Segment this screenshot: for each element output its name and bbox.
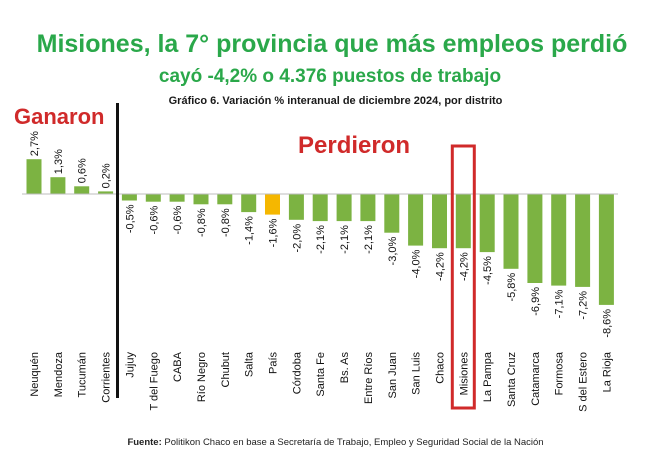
bar-bs-as xyxy=(336,194,352,222)
value-label-chubut: -0,8% xyxy=(220,208,232,237)
category-label-tucuman: Tucumán xyxy=(77,352,89,397)
value-label-mendoza: 1,3% xyxy=(53,149,65,174)
bar-la-pampa xyxy=(479,194,495,253)
value-label-san-luis: -4,0% xyxy=(411,249,423,278)
category-label-mendoza: Mendoza xyxy=(53,351,65,397)
category-label-bs-as: Bs. As xyxy=(339,352,351,384)
value-label-jujuy: -0,5% xyxy=(124,204,136,233)
bar-catamarca xyxy=(527,194,543,283)
category-label-jujuy: Jujuy xyxy=(124,352,136,378)
category-label-santa-cruz: Santa Cruz xyxy=(506,352,518,407)
value-label-santa-fe: -2,1% xyxy=(315,225,327,254)
value-label-t-del-fuego: -0,6% xyxy=(148,205,160,234)
category-label-t-del-fuego: T del Fuego xyxy=(148,352,160,411)
bar-san-juan xyxy=(384,194,400,233)
value-label-chaco: -4,2% xyxy=(435,252,447,281)
source-prefix: Fuente: xyxy=(127,437,162,448)
category-label-entre-rios: Entre Ríos xyxy=(363,352,375,404)
value-label-bs-as: -2,1% xyxy=(339,225,351,254)
category-label-san-juan: San Juan xyxy=(387,352,399,398)
value-label-entre-rios: -2,1% xyxy=(363,225,375,254)
bar-s-del-estero xyxy=(575,194,591,287)
value-label-catamarca: -6,9% xyxy=(530,287,542,316)
category-label-misiones: Misiones xyxy=(458,352,470,396)
category-label-chaco: Chaco xyxy=(435,352,447,384)
value-label-rio-negro: -0,8% xyxy=(196,208,208,237)
category-label-rio-negro: Río Negro xyxy=(196,352,208,402)
bar-chubut xyxy=(217,194,233,205)
value-label-pais: -1,6% xyxy=(268,218,280,247)
value-label-neuquen: 2,7% xyxy=(29,131,41,156)
source-text: Politikon Chaco en base a Secretaría de … xyxy=(164,437,544,448)
category-label-cordoba: Córdoba xyxy=(291,351,303,394)
category-label-santa-fe: Santa Fe xyxy=(315,352,327,397)
category-label-san-luis: San Luis xyxy=(411,352,423,395)
bar-misiones xyxy=(455,194,471,249)
category-label-caba: CABA xyxy=(172,351,184,382)
category-label-neuquen: Neuquén xyxy=(29,352,41,397)
value-label-formosa: -7,1% xyxy=(554,289,566,318)
value-label-la-rioja: -8,6% xyxy=(601,309,613,338)
value-label-corrientes: 0,2% xyxy=(101,163,113,188)
value-label-salta: -1,4% xyxy=(244,216,256,245)
value-label-santa-cruz: -5,8% xyxy=(506,273,518,302)
value-label-s-del-estero: -7,2% xyxy=(578,291,590,320)
bar-corrientes xyxy=(98,191,114,194)
category-label-s-del-estero: S del Estero xyxy=(578,352,590,412)
bar-neuquen xyxy=(26,159,42,194)
category-label-corrientes: Corrientes xyxy=(101,352,113,403)
source-note: Fuente: Politikon Chaco en base a Secret… xyxy=(0,437,671,448)
bar-cordoba xyxy=(288,194,304,220)
category-label-salta: Salta xyxy=(244,351,256,377)
value-label-cordoba: -2,0% xyxy=(291,224,303,253)
bar-salta xyxy=(241,194,257,213)
headline: Misiones, la 7° provincia que más empleo… xyxy=(36,30,628,58)
value-label-misiones: -4,2% xyxy=(458,252,470,281)
value-label-caba: -0,6% xyxy=(172,205,184,234)
value-label-san-juan: -3,0% xyxy=(387,236,399,265)
value-label-la-pampa: -4,5% xyxy=(482,256,494,285)
bar-la-rioja xyxy=(598,194,614,305)
bar-caba xyxy=(169,194,185,202)
category-label-chubut: Chubut xyxy=(220,352,232,387)
labels-group: 2,7% Neuquén 1,3% Mendoza 0,6% Tucumán 0,2% Cor… xyxy=(29,131,613,412)
misiones-highlight-box xyxy=(450,144,476,410)
value-label-tucuman: 0,6% xyxy=(77,158,89,183)
bar-jujuy xyxy=(121,194,137,201)
bar-santa-fe xyxy=(312,194,328,222)
category-label-formosa: Formosa xyxy=(554,351,566,395)
bar-tucuman xyxy=(74,186,90,194)
bar-rio-negro xyxy=(193,194,209,205)
lost-label: Perdieron xyxy=(298,132,411,159)
subheadline: cayó -4,2% o 4.376 puestos de trabajo xyxy=(158,66,502,87)
gained-label: Ganaron xyxy=(14,104,105,129)
chart-title: Gráfico 6. Variación % interanual de dic… xyxy=(168,95,503,107)
category-label-pais: País xyxy=(268,352,280,375)
bar-t-del-fuego xyxy=(145,194,161,202)
bar-entre-rios xyxy=(360,194,376,222)
bar-santa-cruz xyxy=(503,194,519,269)
bar-pais xyxy=(265,194,280,215)
bar-mendoza xyxy=(50,177,66,194)
category-label-catamarca: Catamarca xyxy=(530,351,542,406)
bar-formosa xyxy=(551,194,567,286)
category-label-la-pampa: La Pampa xyxy=(482,351,494,402)
bar-chaco xyxy=(432,194,447,249)
category-label-la-rioja: La Rioja xyxy=(601,351,613,392)
bars-group xyxy=(26,159,614,305)
bar-san-luis xyxy=(408,194,424,246)
